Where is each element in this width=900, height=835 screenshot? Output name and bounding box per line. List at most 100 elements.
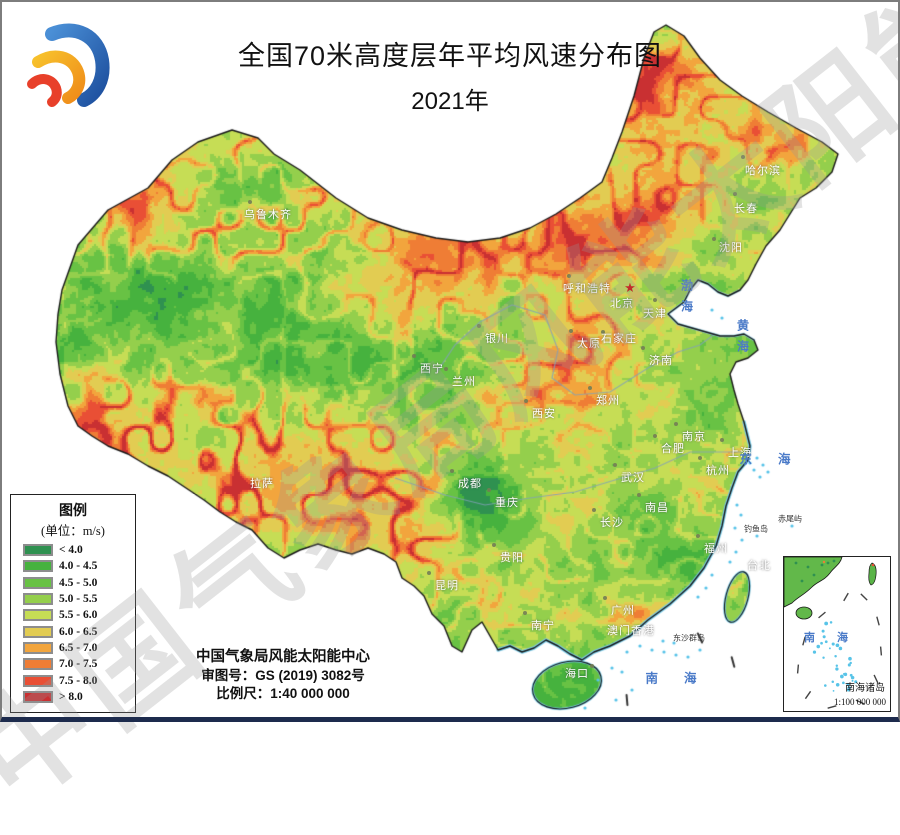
city-dot-icon xyxy=(524,399,528,403)
inset-terrain-dot xyxy=(812,573,816,577)
city-dot-icon xyxy=(450,469,454,473)
legend-swatch xyxy=(23,560,53,573)
inset-hainan xyxy=(795,606,813,620)
wind-speed-raster-map xyxy=(0,0,900,722)
inset-island-dot xyxy=(824,621,829,626)
city-label: 沈阳 xyxy=(719,242,743,254)
credits-block: 中国气象局风能太阳能中心 审图号：GS (2019) 3082号 比例尺：1:4… xyxy=(148,648,418,703)
inset-map-graphic xyxy=(783,556,883,709)
inset-island-dot xyxy=(820,641,823,645)
legend-rows: < 4.0 4.0 - 4.5 4.5 - 5.0 5.0 - 5.5 5.5 - 6.… xyxy=(11,542,135,705)
inset-dash-line xyxy=(796,664,800,674)
legend-label: 6.0 - 6.5 xyxy=(59,625,98,638)
inset-dash-line xyxy=(827,705,837,709)
city-label: 西安 xyxy=(532,408,556,420)
inset-island-dot xyxy=(838,646,843,651)
city-label: 石家庄 xyxy=(601,333,637,345)
inset-island-dot xyxy=(854,680,858,684)
inset-dash-line xyxy=(802,636,806,646)
city-dot-icon xyxy=(477,324,481,328)
legend-row: > 8.0 xyxy=(11,689,135,705)
legend-label: > 8.0 xyxy=(59,690,83,703)
legend-label: 7.0 - 7.5 xyxy=(59,658,98,671)
city-dot-icon xyxy=(712,237,716,241)
city-dot-icon xyxy=(641,346,645,350)
city-label: 哈尔滨 xyxy=(745,165,781,177)
inset-island-dot xyxy=(829,621,833,624)
inset-island-dot xyxy=(823,684,827,687)
inset-island-dot xyxy=(835,667,839,671)
inset-dash-line xyxy=(879,646,883,656)
city-dot-icon xyxy=(653,298,657,302)
city-label: 长春 xyxy=(734,203,758,215)
legend-swatch xyxy=(23,609,53,622)
legend-box: 图例 (单位：m/s) < 4.0 4.0 - 4.5 4.5 - 5.0 5.0 -… xyxy=(10,494,136,713)
city-label: 昆明 xyxy=(435,580,459,592)
city-label: 太原 xyxy=(577,338,601,350)
inset-island-dot xyxy=(849,661,852,665)
credits-approval: 审图号：GS (2019) 3082号 xyxy=(201,668,365,683)
city-dot-icon xyxy=(698,456,702,460)
legend-swatch xyxy=(23,544,53,557)
inset-dash-line xyxy=(843,592,849,602)
inset-dash-line xyxy=(860,593,868,601)
city-label: 拉萨 xyxy=(250,478,274,490)
legend-unit: (单位：m/s) xyxy=(41,524,105,538)
city-dot-icon xyxy=(412,354,416,358)
city-label: 台北 xyxy=(747,560,771,572)
city-dot-icon xyxy=(523,611,527,615)
cma-wind-solar-logo xyxy=(14,22,116,113)
inset-island-dot xyxy=(822,635,826,639)
south-china-sea-inset: 南海 南海诸岛 1:100 000 000 xyxy=(783,556,891,712)
inset-island-dot xyxy=(846,682,850,686)
inset-island-dot xyxy=(821,629,825,633)
legend-swatch xyxy=(23,576,53,589)
credits-scale: 比例尺：1:40 000 000 xyxy=(216,686,350,701)
city-dot-icon xyxy=(590,664,594,668)
sea-label: 黄海 xyxy=(735,319,750,361)
city-label: 长沙 xyxy=(600,517,624,529)
legend-label: < 4.0 xyxy=(59,544,83,557)
inset-island-dot xyxy=(831,642,835,646)
legend-swatch xyxy=(23,625,53,638)
legend-swatch xyxy=(23,641,53,654)
city-label: 乌鲁木齐 xyxy=(244,209,292,221)
map-year: 2021年 xyxy=(411,88,489,115)
city-dot-icon xyxy=(427,571,431,575)
city-dot-icon xyxy=(720,438,724,442)
city-dot-icon xyxy=(444,367,448,371)
capital-star-icon: ★ xyxy=(624,280,636,295)
inset-island-dot xyxy=(831,680,835,684)
city-dot-icon xyxy=(601,330,605,334)
city-dot-icon xyxy=(653,434,657,438)
city-dot-icon xyxy=(569,329,573,333)
inset-island-dot xyxy=(843,672,848,677)
legend-row: 6.5 - 7.0 xyxy=(11,640,135,656)
inset-island-dot xyxy=(832,689,835,692)
inset-scale-label: 1:100 000 000 xyxy=(833,697,886,707)
inset-island-dot xyxy=(847,686,851,690)
city-label: 呼和浩特 xyxy=(563,283,611,295)
legend-swatch xyxy=(23,674,53,687)
inset-island-dot xyxy=(842,681,845,685)
city-dot-icon xyxy=(733,192,737,196)
legend-row: 5.5 - 6.0 xyxy=(11,607,135,623)
legend-row: 4.0 - 4.5 xyxy=(11,558,135,574)
inset-island-dot xyxy=(850,675,855,680)
legend-row: < 4.0 xyxy=(11,542,135,558)
inset-dash-line xyxy=(804,690,812,700)
sea-label: 渤海 xyxy=(679,279,694,321)
city-label: 南昌 xyxy=(645,502,669,514)
inset-terrain-dot xyxy=(806,565,810,569)
inset-island-dot xyxy=(840,674,844,679)
legend-row: 5.0 - 5.5 xyxy=(11,591,135,607)
legend-row: 4.5 - 5.0 xyxy=(11,575,135,591)
city-dot-icon xyxy=(696,534,700,538)
city-label: 合肥 xyxy=(661,443,685,455)
inset-island-dot xyxy=(848,656,852,661)
island-label: 东沙群岛 xyxy=(673,633,705,643)
inset-sea-label: 南海 xyxy=(804,632,870,644)
city-label: 重庆 xyxy=(495,497,519,509)
sea-label: 南海 xyxy=(645,671,723,686)
